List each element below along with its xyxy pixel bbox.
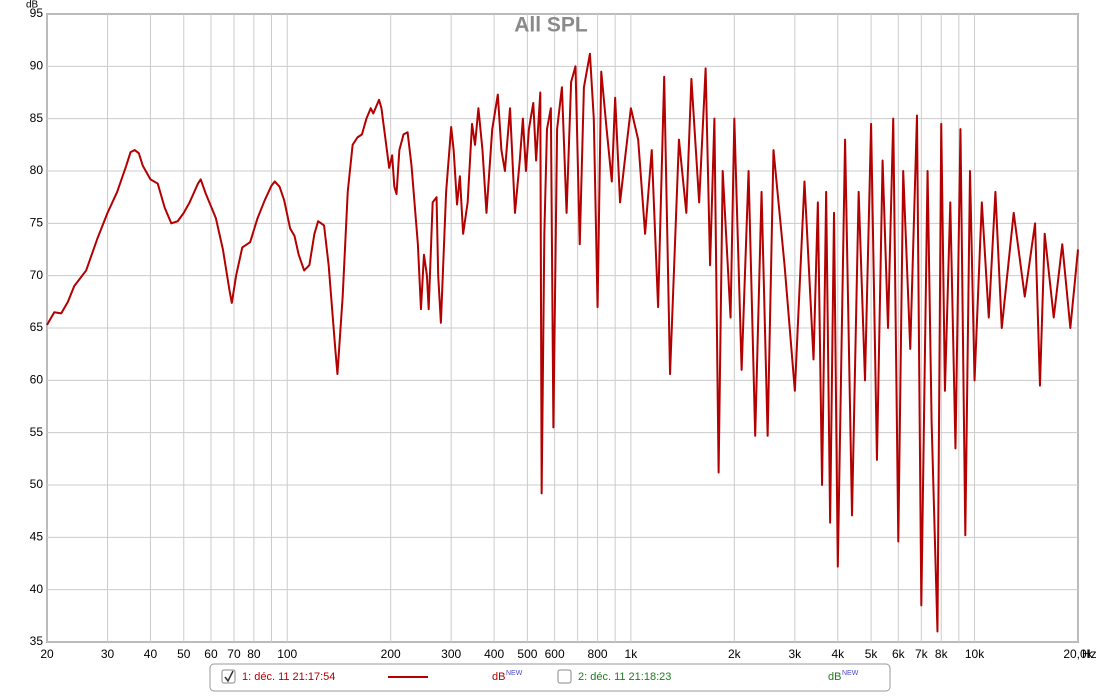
legend-label: 2: déc. 11 21:18:23 — [578, 671, 671, 683]
x-tick-label: 6k — [892, 647, 906, 661]
x-tick-label: 7k — [915, 647, 929, 661]
y-tick-label: 95 — [30, 6, 44, 20]
legend-unit: dB — [828, 671, 841, 683]
legend-label: 1: déc. 11 21:17:54 — [242, 671, 335, 683]
x-tick-label: 3k — [789, 647, 803, 661]
legend-unit: dB — [492, 671, 505, 683]
x-tick-label: 200 — [381, 647, 401, 661]
y-tick-label: 70 — [30, 268, 44, 282]
x-tick-label: 60 — [204, 647, 218, 661]
y-tick-label: 55 — [30, 425, 44, 439]
x-tick-label: 20 — [40, 647, 54, 661]
x-tick-label: 10k — [965, 647, 985, 661]
x-tick-label: 8k — [935, 647, 949, 661]
x-tick-label: 70 — [227, 647, 241, 661]
y-tick-label: 75 — [30, 216, 44, 230]
y-tick-label: 90 — [30, 59, 44, 73]
legend-tag: NEW — [506, 670, 523, 677]
y-tick-label: 40 — [30, 582, 44, 596]
x-tick-label: 50 — [177, 647, 191, 661]
x-tick-label: 500 — [517, 647, 537, 661]
x-tick-label: 300 — [441, 647, 461, 661]
legend-checkmark — [224, 670, 234, 683]
y-tick-label: 35 — [30, 634, 44, 648]
x-tick-label: 5k — [865, 647, 879, 661]
x-tick-label: 600 — [545, 647, 565, 661]
legend-tag: NEW — [842, 670, 859, 677]
y-tick-label: 60 — [30, 373, 44, 387]
x-tick-label: 1k — [625, 647, 639, 661]
y-tick-label: 45 — [30, 530, 44, 544]
x-axis-unit: Hz — [1082, 647, 1097, 661]
x-tick-label: 40 — [144, 647, 158, 661]
x-tick-label: 80 — [247, 647, 261, 661]
y-tick-label: 80 — [30, 163, 44, 177]
y-tick-label: 65 — [30, 320, 44, 334]
x-tick-label: 20,0k — [1063, 647, 1093, 661]
y-axis-label: dB — [26, 0, 39, 11]
x-tick-label: 100 — [277, 647, 297, 661]
data-line — [46, 52, 1079, 633]
legend-checkbox[interactable] — [557, 669, 572, 684]
x-tick-label: 2k — [728, 647, 742, 661]
x-tick-label: 4k — [831, 647, 845, 661]
x-tick-label: 400 — [484, 647, 504, 661]
x-tick-label: 30 — [101, 647, 115, 661]
y-tick-label: 85 — [30, 111, 44, 125]
legend-box — [209, 663, 891, 692]
chart-title: All SPL — [514, 14, 588, 37]
y-tick-label: 50 — [30, 477, 44, 491]
x-tick-label: 800 — [588, 647, 608, 661]
